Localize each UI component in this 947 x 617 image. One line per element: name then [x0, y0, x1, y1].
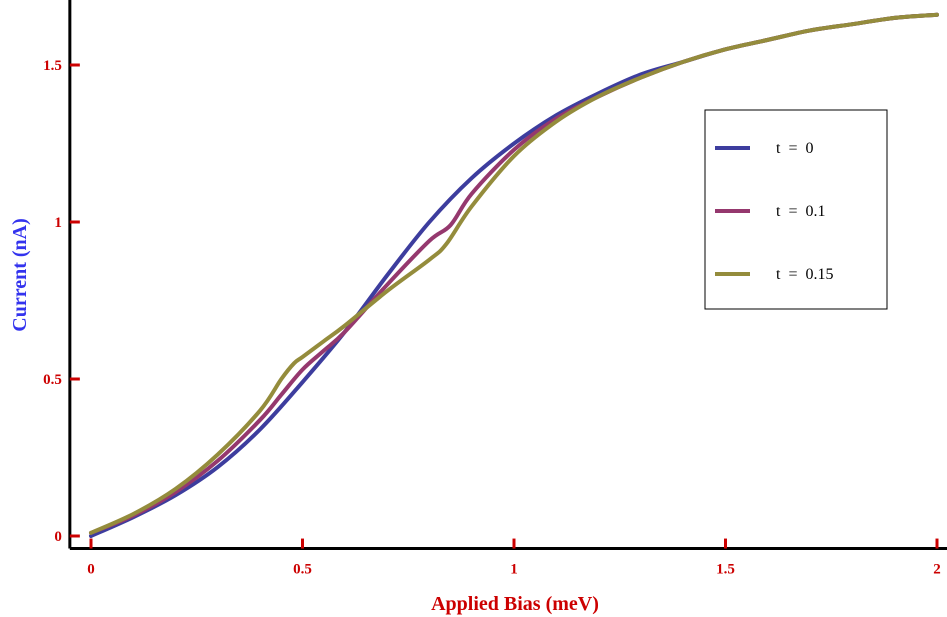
x-tick-label: 1: [510, 562, 518, 578]
legend-label-2: t = 0.15: [776, 266, 833, 283]
x-tick-label: 2: [933, 562, 941, 578]
y-axis-label: Current (nA): [9, 218, 31, 332]
y-tick-label: 0: [54, 529, 62, 545]
x-tick-label: 1.5: [716, 562, 735, 578]
axes: 0 0.5 1 1.5 2 0 0.5 1 1.5: [43, 0, 947, 578]
legend: t = 0 t = 0.1 t = 0.15: [704, 109, 888, 310]
series-line-2: [89, 12, 939, 535]
x-tick-label: 0: [87, 562, 95, 578]
y-tick-label: 0.5: [43, 372, 62, 388]
y-tick-label: 1: [54, 215, 62, 231]
y-tick-label: 1.5: [43, 58, 62, 74]
series-layer: [89, 12, 939, 538]
x-axis-label: Applied Bias (meV): [431, 593, 599, 615]
legend-label-0: t = 0: [776, 140, 813, 157]
legend-label-1: t = 0.1: [776, 203, 825, 220]
x-tick-label: 0.5: [293, 562, 312, 578]
